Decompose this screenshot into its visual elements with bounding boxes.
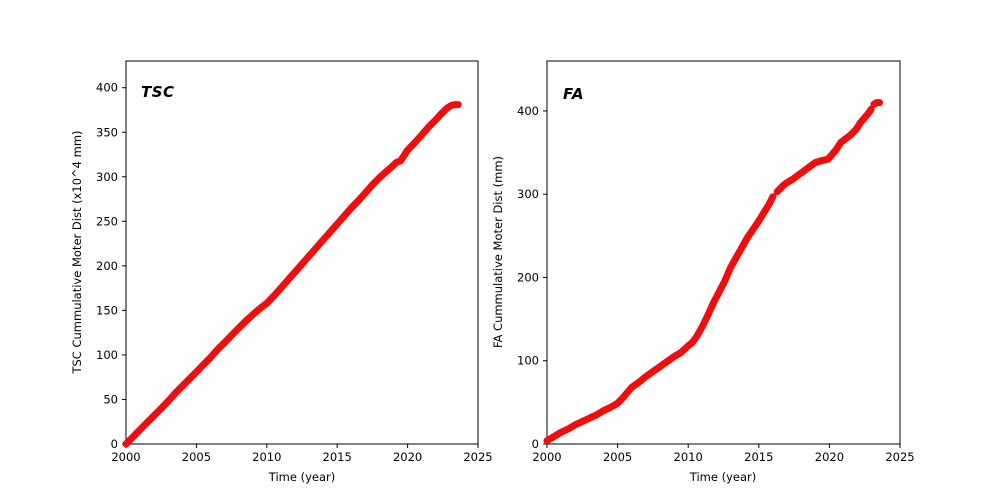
y-tick-label: 300 bbox=[96, 170, 118, 184]
x-tick-label: 2005 bbox=[603, 450, 632, 464]
axes-frame bbox=[125, 60, 479, 445]
axes-frame bbox=[546, 60, 901, 445]
tsc-annotation: TSC bbox=[141, 83, 175, 101]
x-tick-label: 2020 bbox=[393, 450, 422, 464]
y-tick-label: 200 bbox=[517, 270, 539, 284]
y-tick-label: 100 bbox=[517, 354, 539, 368]
x-tick-label: 2000 bbox=[111, 450, 140, 464]
y-tick-label: 0 bbox=[532, 437, 539, 451]
y-tick-label: 400 bbox=[517, 104, 539, 118]
fa-yaxis-label: FA Cummulative Moter Dist (mm) bbox=[491, 155, 505, 349]
fa-annotation: FA bbox=[563, 85, 584, 103]
y-tick-label: 400 bbox=[96, 81, 118, 95]
x-tick-label: 2025 bbox=[463, 450, 492, 464]
tsc-cumulative-distance-curve bbox=[122, 101, 462, 448]
tsc-yaxis-label: TSC Cummulative Moter Dist (x10^4 mm) bbox=[70, 130, 84, 374]
y-tick-label: 100 bbox=[96, 348, 118, 362]
y-tick-label: 250 bbox=[96, 214, 118, 228]
y-tick-label: 0 bbox=[111, 437, 118, 451]
x-tick-label: 2015 bbox=[744, 450, 773, 464]
x-tick-label: 2020 bbox=[815, 450, 844, 464]
y-tick-label: 300 bbox=[517, 187, 539, 201]
x-tick-label: 2010 bbox=[674, 450, 703, 464]
fa-cumulative-distance-curve bbox=[773, 105, 875, 196]
y-tick-label: 350 bbox=[96, 125, 118, 139]
x-tick-label: 2025 bbox=[885, 450, 914, 464]
fa-cumulative-distance-curve bbox=[870, 99, 883, 108]
y-tick-label: 50 bbox=[103, 392, 118, 406]
x-tick-label: 2005 bbox=[182, 450, 211, 464]
x-tick-label: 2000 bbox=[532, 450, 561, 464]
tsc-xaxis-label: Time (year) bbox=[268, 470, 336, 484]
x-tick-label: 2015 bbox=[323, 450, 352, 464]
fa-xaxis-label: Time (year) bbox=[689, 470, 757, 484]
y-tick-label: 200 bbox=[96, 259, 118, 273]
fa-cumulative-distance-curve bbox=[543, 193, 777, 445]
y-tick-label: 150 bbox=[96, 303, 118, 317]
x-tick-label: 2010 bbox=[252, 450, 281, 464]
